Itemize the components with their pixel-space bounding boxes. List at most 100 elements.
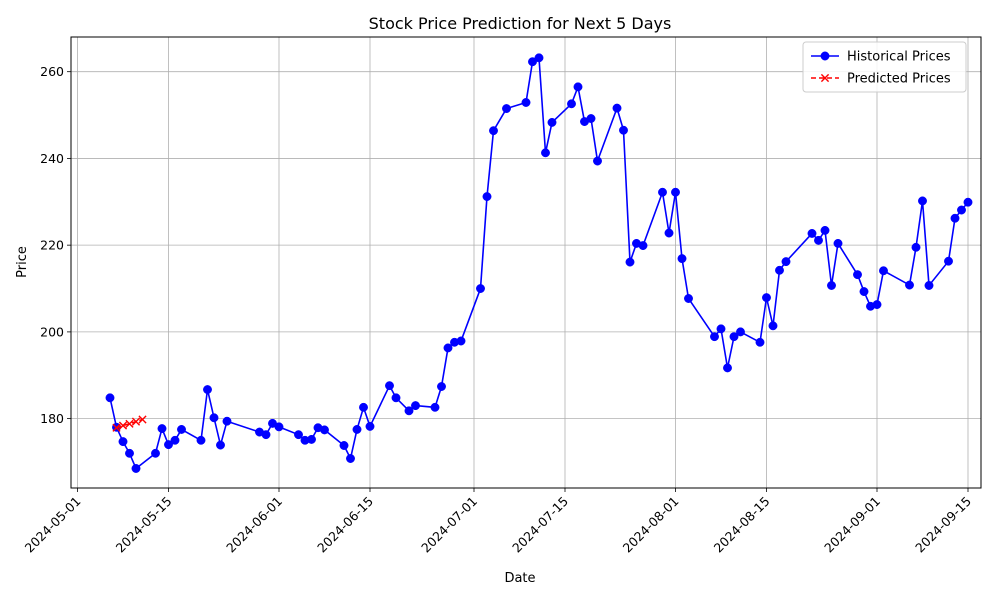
data-point xyxy=(710,332,719,342)
data-point xyxy=(131,417,141,426)
data-point xyxy=(105,393,115,403)
data-point xyxy=(593,156,602,166)
data-point xyxy=(736,327,745,337)
y-axis-label: Price xyxy=(15,246,30,278)
data-point xyxy=(879,266,888,276)
data-point xyxy=(547,117,557,127)
data-point xyxy=(684,294,693,303)
data-point xyxy=(404,406,414,416)
data-point xyxy=(151,448,160,458)
data-point xyxy=(307,434,316,444)
data-point xyxy=(476,284,485,293)
data-point xyxy=(918,196,927,206)
data-point xyxy=(528,57,537,67)
data-point xyxy=(131,464,141,473)
data-point xyxy=(853,270,862,280)
data-point xyxy=(261,430,271,440)
data-point xyxy=(443,343,453,353)
data-point xyxy=(963,197,973,207)
data-point xyxy=(814,235,823,245)
data-point xyxy=(489,126,498,136)
legend-label: Predicted Prices xyxy=(847,72,951,87)
data-point xyxy=(320,425,329,435)
data-point xyxy=(619,125,628,135)
data-point xyxy=(755,337,765,347)
grid xyxy=(71,37,981,488)
series-line xyxy=(109,56,969,470)
data-point xyxy=(833,238,843,248)
data-point xyxy=(177,425,186,434)
data-point xyxy=(541,148,550,158)
data-point xyxy=(294,430,303,440)
data-point xyxy=(125,419,134,428)
data-point xyxy=(671,187,680,197)
data-point xyxy=(125,448,134,458)
data-point xyxy=(775,265,784,275)
data-point xyxy=(658,187,667,197)
data-point xyxy=(346,454,355,463)
data-point xyxy=(359,402,368,412)
data-point xyxy=(827,281,836,290)
data-point xyxy=(820,225,830,235)
data-point xyxy=(586,114,596,123)
data-point xyxy=(762,293,771,303)
data-point xyxy=(521,98,531,107)
data-point xyxy=(807,228,817,238)
data-point xyxy=(196,435,206,445)
data-point xyxy=(274,422,284,432)
data-point xyxy=(157,424,167,434)
legend-item: Predicted Prices xyxy=(811,72,951,87)
y-tick-label: 220 xyxy=(40,238,64,253)
data-point xyxy=(716,324,726,334)
legend-marker xyxy=(820,73,830,83)
y-tick-label: 240 xyxy=(40,151,64,166)
data-point xyxy=(625,257,635,267)
plot-frame xyxy=(70,36,982,489)
legend-label: Historical Prices xyxy=(847,50,951,65)
data-point xyxy=(729,332,739,342)
data-point xyxy=(216,440,225,450)
data-point xyxy=(859,287,869,297)
data-point xyxy=(638,241,648,251)
data-point xyxy=(768,321,778,331)
data-point xyxy=(112,423,121,432)
data-point xyxy=(905,280,914,290)
data-point xyxy=(118,421,128,430)
legend-box xyxy=(802,41,967,93)
data-point xyxy=(567,99,576,109)
data-point xyxy=(924,281,934,290)
y-tick-label: 180 xyxy=(40,411,64,426)
data-point xyxy=(872,300,882,310)
data-point xyxy=(170,435,180,445)
data-point xyxy=(430,402,440,412)
legend-item: Historical Prices xyxy=(811,50,951,65)
data-point xyxy=(482,192,492,202)
data-point xyxy=(456,336,466,346)
data-point xyxy=(164,440,173,450)
data-point xyxy=(352,425,362,434)
legend: Historical Prices Predicted Prices xyxy=(802,41,967,93)
chart-title: Stock Price Prediction for Next 5 Days xyxy=(369,14,672,33)
data-point xyxy=(138,415,147,424)
y-tick-label: 200 xyxy=(40,324,64,339)
data-point xyxy=(385,381,394,391)
data-point xyxy=(534,53,544,63)
series-line xyxy=(116,418,143,429)
y-axis: 180 200 220 240 260 xyxy=(40,64,71,426)
y-tick-label: 260 xyxy=(40,64,64,79)
x-axis-label: Date xyxy=(504,571,535,586)
data-point xyxy=(723,363,732,373)
data-point xyxy=(222,416,232,426)
series-layer xyxy=(105,53,973,473)
data-point xyxy=(664,228,674,238)
data-point xyxy=(365,421,375,431)
data-point xyxy=(573,82,583,92)
data-point xyxy=(781,257,791,267)
data-point xyxy=(391,393,401,403)
data-point xyxy=(612,103,622,113)
data-point xyxy=(118,437,128,447)
data-point xyxy=(950,213,960,223)
data-point xyxy=(437,382,446,391)
